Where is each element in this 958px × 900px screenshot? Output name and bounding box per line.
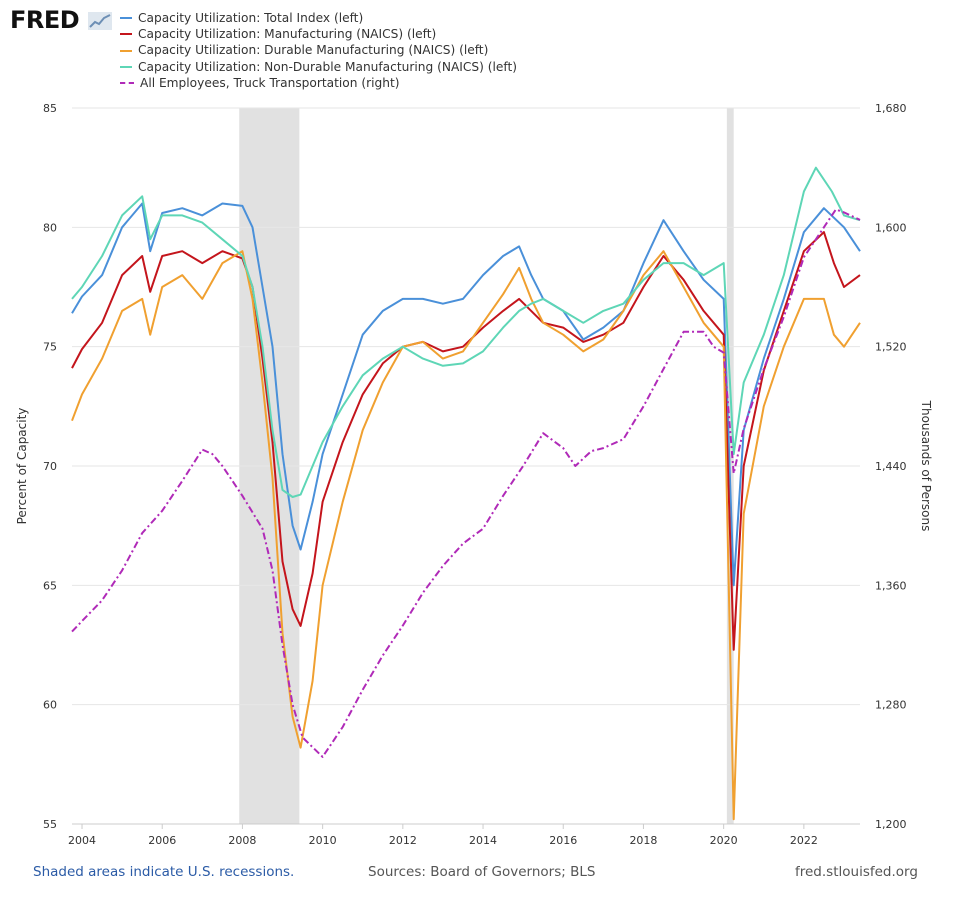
- legend-swatch: [120, 49, 132, 52]
- series-layer: [71, 166, 861, 821]
- x-tick-label: 2020: [710, 834, 738, 847]
- y-axis-left-title: Percent of Capacity: [15, 408, 29, 525]
- x-tick-label: 2018: [629, 834, 657, 847]
- legend-swatch: [120, 17, 132, 20]
- legend-item[interactable]: Capacity Utilization: Durable Manufactur…: [120, 42, 517, 58]
- y-right-tick-label: 1,520: [875, 341, 907, 354]
- recession-note[interactable]: Shaded areas indicate U.S. recessions.: [33, 864, 295, 880]
- series-line-1: [71, 231, 861, 651]
- series-line-2: [71, 250, 861, 821]
- y-right-tick-label: 1,600: [875, 221, 907, 234]
- x-tick-label: 2006: [148, 834, 176, 847]
- legend-item[interactable]: Capacity Utilization: Manufacturing (NAI…: [120, 26, 517, 42]
- y-left-tick-label: 65: [43, 579, 57, 592]
- y-left-tick-label: 80: [43, 221, 57, 234]
- tick-labels-layer: 55 60 65 70 75 80 85 1,200 1,280 1,360 1,440 1,520 1…: [43, 102, 907, 847]
- x-tick-label: 2012: [389, 834, 417, 847]
- y-right-tick-label: 1,440: [875, 460, 907, 473]
- x-tick-label: 2014: [469, 834, 497, 847]
- y-left-tick-label: 60: [43, 699, 57, 712]
- series-line-0: [71, 202, 861, 587]
- site-link[interactable]: fred.stlouisfed.org: [795, 864, 918, 880]
- legend-item[interactable]: Capacity Utilization: Total Index (left): [120, 10, 517, 26]
- x-tick-label: 2022: [790, 834, 818, 847]
- x-tick-label: 2016: [549, 834, 577, 847]
- y-right-tick-label: 1,280: [875, 699, 907, 712]
- legend-item[interactable]: Capacity Utilization: Non-Durable Manufa…: [120, 59, 517, 75]
- legend-label: Capacity Utilization: Non-Durable Manufa…: [138, 59, 518, 74]
- y-left-tick-label: 85: [43, 102, 57, 115]
- x-tick-label: 2010: [309, 834, 337, 847]
- legend-label: Capacity Utilization: Total Index (left): [138, 11, 364, 25]
- y-right-tick-label: 1,360: [875, 579, 907, 592]
- fred-logo-chart-icon: [88, 12, 112, 30]
- fred-logo[interactable]: FRED: [10, 6, 120, 36]
- sources-text: Sources: Board of Governors; BLS: [368, 864, 596, 880]
- x-tick-label: 2008: [228, 834, 256, 847]
- y-right-tick-label: 1,680: [875, 102, 907, 115]
- y-left-tick-label: 75: [43, 341, 57, 354]
- legend-label: Capacity Utilization: Durable Manufactur…: [138, 43, 489, 58]
- legend-swatch: [120, 33, 132, 36]
- legend-label: All Employees, Truck Transportation (rig…: [140, 75, 400, 90]
- y-left-tick-label: 70: [43, 460, 57, 473]
- y-left-tick-label: 55: [43, 818, 57, 831]
- series-line-4: [71, 208, 861, 758]
- legend-label: Capacity Utilization: Manufacturing (NAI…: [138, 27, 437, 42]
- x-tick-label: 2004: [68, 834, 96, 847]
- y-axis-right-title: Thousands of Persons: [919, 400, 933, 532]
- y-right-tick-label: 1,200: [875, 818, 907, 831]
- chart-legend: Capacity Utilization: Total Index (left)…: [120, 10, 517, 91]
- legend-item[interactable]: All Employees, Truck Transportation (rig…: [120, 75, 517, 91]
- series-line-3: [71, 166, 861, 498]
- legend-swatch: [120, 81, 134, 84]
- fred-logo-text: FRED: [10, 6, 80, 34]
- legend-swatch: [120, 65, 132, 68]
